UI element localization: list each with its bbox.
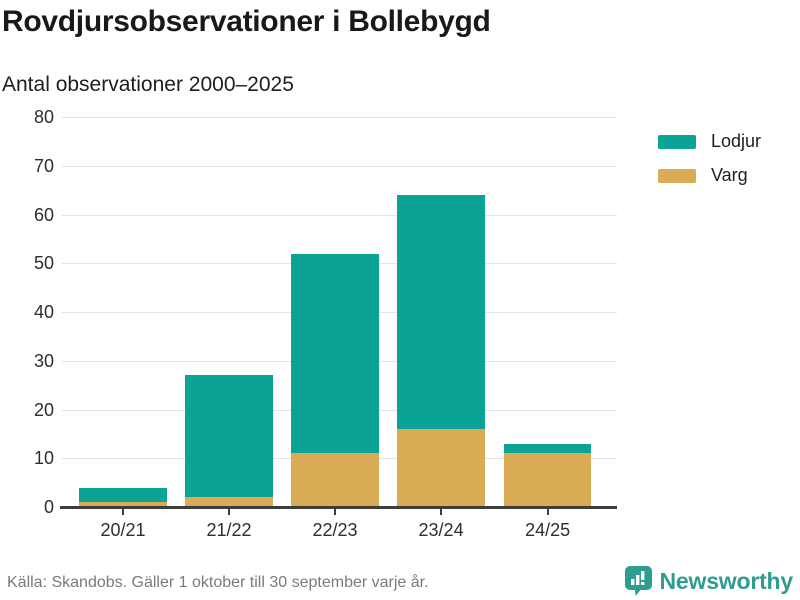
bar-segment-varg-22/23: [291, 453, 379, 507]
y-axis-label-50: 50: [33, 253, 54, 274]
bar-group-22/23: [291, 117, 379, 507]
legend-item-lodjur: Lodjur: [658, 131, 761, 152]
x-axis-tick-24/25: [546, 509, 549, 515]
newsworthy-logo: Newsworthy: [624, 565, 793, 597]
chart-bubble-icon: [624, 566, 652, 596]
x-axis-label-21/22: 21/22: [206, 520, 252, 540]
legend-label-lodjur: Lodjur: [711, 131, 762, 151]
x-axis-tick-20/21: [122, 509, 125, 515]
bar-segment-varg-23/24: [397, 429, 485, 507]
newsworthy-logo-text: Newsworthy: [659, 567, 794, 594]
bar-segment-lodjur-22/23: [291, 253, 379, 454]
legend: Lodjur Varg: [658, 131, 761, 199]
y-axis-label-70: 70: [33, 155, 54, 176]
bar-segment-varg-20/21: [79, 502, 167, 507]
legend-item-varg: Varg: [658, 165, 761, 186]
bar-segment-lodjur-20/21: [79, 487, 167, 503]
bar-segment-lodjur-24/25: [504, 443, 592, 454]
page-title: Rovdjursobservationer i Bollebygd: [2, 5, 491, 38]
chart-subtitle: Antal observationer 2000–2025: [2, 73, 294, 96]
source-note: Källa: Skandobs. Gäller 1 oktober till 3…: [7, 574, 429, 591]
legend-swatch-lodjur: [658, 134, 696, 149]
x-axis-label-23/24: 23/24: [418, 520, 464, 540]
y-axis-label-30: 30: [33, 350, 54, 371]
bar-segment-varg-21/22: [185, 497, 273, 507]
gridline-60: [62, 214, 617, 216]
plot-area: [62, 117, 617, 507]
y-axis-label-0: 0: [43, 497, 54, 517]
x-axis-tick-22/23: [334, 509, 337, 515]
bar-group-24/25: [504, 117, 592, 507]
y-axis-label-60: 60: [33, 204, 54, 225]
x-axis-tick-23/24: [440, 509, 443, 515]
x-axis-label-24/25: 24/25: [525, 520, 571, 540]
bar-segment-lodjur-21/22: [185, 375, 273, 498]
bar-segment-varg-24/25: [504, 453, 592, 507]
y-axis-label-20: 20: [33, 399, 54, 420]
gridline-80: [62, 117, 617, 118]
legend-swatch-varg: [658, 168, 696, 183]
x-axis-label-22/23: 22/23: [312, 520, 358, 540]
y-axis-label-10: 10: [33, 448, 54, 469]
bar-group-23/24: [397, 117, 485, 507]
y-axis-label-80: 80: [33, 107, 54, 127]
y-axis-label-40: 40: [33, 302, 54, 322]
x-axis-line: [60, 506, 617, 509]
bar-group-21/22: [185, 117, 273, 507]
x-axis-label-20/21: 20/21: [100, 520, 146, 540]
bar-group-20/21: [79, 117, 167, 507]
gridline-70: [62, 165, 617, 167]
bar-segment-lodjur-23/24: [397, 195, 485, 429]
x-axis-tick-21/22: [228, 509, 231, 515]
legend-label-varg: Varg: [711, 165, 748, 185]
